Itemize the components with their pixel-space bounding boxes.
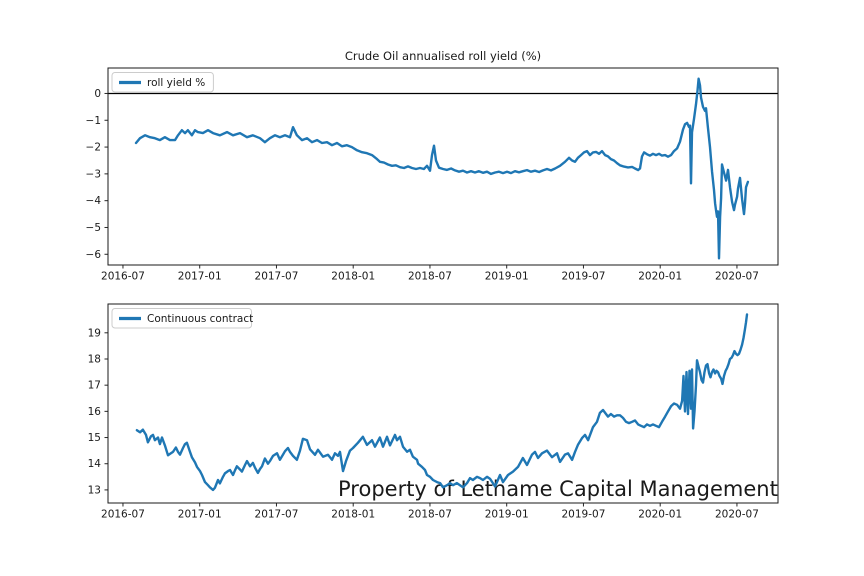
y-tick-label: 18 — [88, 353, 101, 365]
x-tick-label: 2017-01 — [178, 271, 222, 283]
legend-label: Continuous contract — [147, 313, 253, 325]
legend-label: roll yield % — [147, 77, 205, 89]
y-tick-label: −4 — [86, 195, 102, 207]
series-line-roll-yield- — [134, 77, 750, 260]
x-tick-label: 2020-01 — [638, 271, 682, 283]
x-tick-label: 2019-07 — [562, 509, 606, 521]
x-tick-label: 2020-01 — [638, 509, 682, 521]
x-tick-label: 2017-07 — [255, 509, 299, 521]
y-tick-label: −2 — [86, 142, 101, 154]
x-tick-label: 2018-01 — [331, 509, 375, 521]
y-tick-label: 14 — [88, 458, 102, 470]
x-tick-label: 2018-07 — [408, 509, 452, 521]
y-tick-label: 0 — [94, 88, 101, 100]
y-tick-label: −1 — [86, 115, 101, 127]
legend-box — [111, 308, 253, 329]
y-tick-label: −6 — [86, 249, 102, 261]
legend-box — [111, 72, 214, 93]
x-tick-label: 2019-01 — [485, 509, 529, 521]
y-tick-label: 19 — [88, 327, 101, 339]
y-tick-label: 17 — [88, 380, 101, 392]
x-tick-label: 2017-01 — [178, 509, 222, 521]
x-tick-label: 2018-07 — [408, 271, 452, 283]
x-tick-label: 2016-07 — [101, 271, 145, 283]
y-tick-label: −5 — [86, 222, 101, 234]
roll-yield-chart: 2016-07 2017-01 2017-07 2018-01 2018-07 2019-… — [86, 49, 779, 283]
y-tick-label: −3 — [86, 168, 101, 180]
series-line-continuous-contract — [135, 313, 749, 492]
x-tick-label: 2020-07 — [715, 271, 759, 283]
continuous-contract-chart: Property of Lethame Capital Management 20… — [88, 303, 779, 521]
legend: Continuous contract — [111, 308, 253, 329]
x-tick-label: 2019-01 — [485, 271, 529, 283]
x-tick-label: 2016-07 — [101, 509, 145, 521]
axes-frame — [107, 67, 779, 266]
legend: roll yield % — [111, 72, 214, 93]
axes-frame — [107, 303, 779, 504]
x-tick-label: 2019-07 — [562, 271, 606, 283]
x-tick-label: 2020-07 — [715, 509, 759, 521]
y-tick-label: 15 — [88, 432, 101, 444]
x-tick-label: 2017-07 — [255, 271, 299, 283]
y-tick-label: 16 — [88, 406, 102, 418]
watermark-text: Property of Lethame Capital Management — [338, 477, 778, 501]
y-tick-label: 13 — [88, 484, 101, 496]
x-tick-label: 2018-01 — [331, 271, 375, 283]
chart-title: Crude Oil annualised roll yield (%) — [345, 49, 541, 63]
